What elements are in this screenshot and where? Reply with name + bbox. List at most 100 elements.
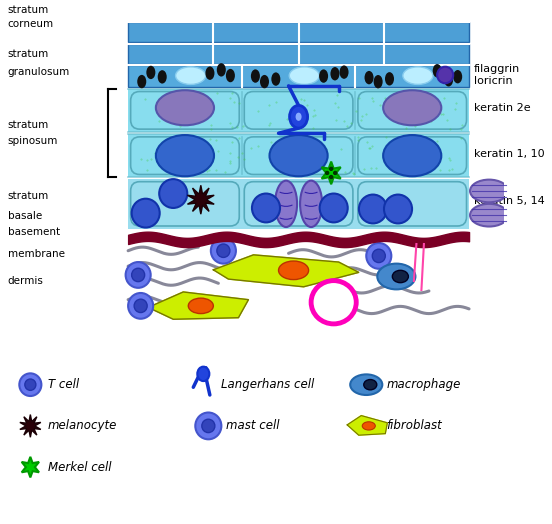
Ellipse shape [146, 66, 155, 79]
Ellipse shape [251, 69, 260, 83]
FancyBboxPatch shape [358, 92, 466, 129]
FancyBboxPatch shape [131, 92, 239, 129]
Bar [128, 241, 469, 331]
Ellipse shape [470, 204, 508, 226]
Text: stratum: stratum [8, 191, 49, 201]
Ellipse shape [470, 180, 508, 202]
Text: keratin 5, 14: keratin 5, 14 [474, 196, 545, 206]
Ellipse shape [362, 422, 375, 430]
Ellipse shape [444, 73, 453, 86]
FancyBboxPatch shape [131, 137, 239, 174]
Text: basale: basale [8, 211, 42, 221]
Ellipse shape [437, 67, 453, 83]
Text: dermis: dermis [8, 276, 44, 286]
Text: membrane: membrane [8, 249, 65, 259]
Bar [128, 89, 469, 132]
Text: keratin 2e: keratin 2e [474, 103, 530, 113]
Ellipse shape [131, 199, 160, 227]
Ellipse shape [372, 249, 385, 263]
Ellipse shape [176, 67, 206, 84]
Ellipse shape [367, 243, 391, 269]
Text: stratum: stratum [8, 5, 49, 15]
FancyBboxPatch shape [245, 92, 353, 129]
Ellipse shape [217, 244, 230, 257]
Ellipse shape [156, 135, 214, 176]
Ellipse shape [453, 70, 462, 83]
Ellipse shape [137, 75, 146, 88]
Bar [128, 66, 469, 87]
Text: Langerhans cell: Langerhans cell [221, 378, 314, 391]
Circle shape [326, 171, 328, 174]
Ellipse shape [331, 67, 339, 81]
FancyBboxPatch shape [245, 182, 353, 226]
Ellipse shape [311, 281, 356, 324]
Ellipse shape [374, 75, 383, 89]
Text: filaggrin
loricrin: filaggrin loricrin [474, 64, 521, 86]
Bar [128, 179, 469, 228]
Ellipse shape [383, 90, 441, 125]
Bar [128, 44, 469, 64]
Text: macrophage: macrophage [386, 378, 461, 391]
Text: keratin 1, 10: keratin 1, 10 [474, 148, 545, 159]
Ellipse shape [252, 193, 280, 222]
Ellipse shape [128, 293, 153, 319]
Ellipse shape [217, 63, 226, 77]
Ellipse shape [226, 69, 235, 82]
Circle shape [330, 167, 333, 170]
Ellipse shape [364, 71, 374, 84]
Text: melanocyte: melanocyte [48, 419, 117, 432]
FancyBboxPatch shape [358, 182, 466, 226]
Ellipse shape [158, 70, 167, 83]
Polygon shape [20, 414, 41, 437]
Ellipse shape [364, 379, 377, 390]
Ellipse shape [289, 67, 319, 84]
Ellipse shape [295, 113, 301, 121]
Ellipse shape [25, 379, 36, 390]
Ellipse shape [319, 69, 328, 83]
Ellipse shape [383, 135, 441, 176]
FancyBboxPatch shape [245, 137, 353, 174]
Ellipse shape [384, 194, 412, 223]
Ellipse shape [195, 412, 221, 439]
Text: fibroblast: fibroblast [386, 419, 442, 432]
Ellipse shape [131, 268, 145, 281]
FancyBboxPatch shape [358, 137, 466, 174]
Ellipse shape [156, 90, 214, 125]
Ellipse shape [188, 298, 214, 313]
Ellipse shape [403, 67, 433, 84]
Text: corneum: corneum [8, 19, 54, 29]
Text: T cell: T cell [48, 378, 79, 391]
Ellipse shape [275, 181, 297, 227]
Ellipse shape [211, 238, 236, 264]
Text: stratum: stratum [8, 121, 49, 130]
Ellipse shape [269, 135, 328, 176]
Text: basement: basement [8, 227, 60, 237]
Text: mast cell: mast cell [226, 419, 279, 432]
Ellipse shape [205, 67, 215, 80]
Circle shape [333, 171, 337, 174]
Ellipse shape [290, 105, 307, 128]
Ellipse shape [202, 419, 215, 433]
Ellipse shape [320, 193, 348, 222]
Ellipse shape [19, 374, 41, 396]
Text: stratum: stratum [8, 49, 49, 59]
Ellipse shape [378, 264, 416, 289]
Ellipse shape [350, 374, 383, 395]
FancyBboxPatch shape [131, 182, 239, 226]
Polygon shape [214, 255, 359, 287]
Ellipse shape [279, 261, 309, 280]
Text: spinosum: spinosum [8, 136, 58, 146]
Bar [128, 23, 469, 42]
Bar [128, 134, 469, 177]
Ellipse shape [433, 64, 442, 78]
Ellipse shape [197, 367, 209, 381]
Polygon shape [22, 457, 39, 477]
Text: Merkel cell: Merkel cell [48, 461, 112, 474]
Ellipse shape [272, 72, 280, 86]
Ellipse shape [134, 299, 147, 312]
Polygon shape [347, 416, 388, 435]
Ellipse shape [359, 194, 387, 223]
Ellipse shape [159, 179, 187, 208]
Ellipse shape [126, 262, 151, 288]
Polygon shape [188, 185, 214, 214]
